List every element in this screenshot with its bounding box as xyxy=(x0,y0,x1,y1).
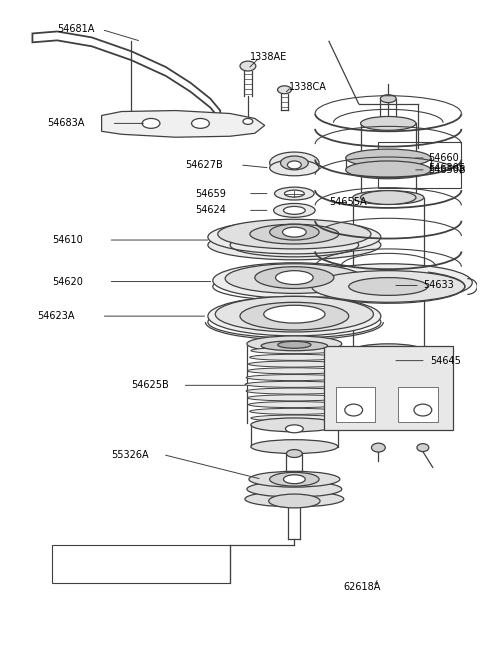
Polygon shape xyxy=(33,31,220,119)
Ellipse shape xyxy=(250,224,339,244)
Text: 54659: 54659 xyxy=(195,188,227,199)
Ellipse shape xyxy=(255,267,334,289)
Ellipse shape xyxy=(247,482,342,497)
Ellipse shape xyxy=(243,119,253,125)
Ellipse shape xyxy=(240,302,349,330)
Ellipse shape xyxy=(288,161,301,169)
Ellipse shape xyxy=(225,264,363,293)
Bar xyxy=(378,142,461,188)
Ellipse shape xyxy=(283,227,306,237)
Ellipse shape xyxy=(250,408,339,415)
Ellipse shape xyxy=(276,271,313,285)
Text: 62618A: 62618A xyxy=(344,582,381,592)
Text: 54645: 54645 xyxy=(430,356,461,365)
Text: 54655A: 54655A xyxy=(329,197,367,207)
Text: 54630S: 54630S xyxy=(428,163,465,173)
Text: 54633: 54633 xyxy=(423,281,454,291)
Ellipse shape xyxy=(277,86,291,94)
Ellipse shape xyxy=(251,415,338,421)
Ellipse shape xyxy=(216,297,373,332)
Ellipse shape xyxy=(270,160,319,176)
Text: 54650B: 54650B xyxy=(428,165,466,175)
Text: 54681A: 54681A xyxy=(57,24,95,35)
Text: 54623A: 54623A xyxy=(37,311,75,321)
Ellipse shape xyxy=(246,375,343,380)
Text: 1338AE: 1338AE xyxy=(250,52,287,62)
Ellipse shape xyxy=(249,361,340,367)
Ellipse shape xyxy=(286,425,303,433)
Ellipse shape xyxy=(240,61,256,71)
Ellipse shape xyxy=(252,422,336,428)
Ellipse shape xyxy=(278,341,311,348)
Ellipse shape xyxy=(349,277,428,295)
Text: 54683A: 54683A xyxy=(47,118,84,129)
Ellipse shape xyxy=(372,443,385,452)
Ellipse shape xyxy=(346,161,431,178)
Ellipse shape xyxy=(417,443,429,451)
Ellipse shape xyxy=(249,471,340,487)
Text: 54620: 54620 xyxy=(52,277,83,287)
Ellipse shape xyxy=(247,395,341,401)
Ellipse shape xyxy=(353,191,424,205)
Ellipse shape xyxy=(245,491,344,507)
Text: 54660: 54660 xyxy=(428,153,458,163)
Text: 54610: 54610 xyxy=(52,235,83,245)
Ellipse shape xyxy=(218,219,371,249)
Ellipse shape xyxy=(251,418,338,432)
Ellipse shape xyxy=(208,297,381,336)
Bar xyxy=(52,545,230,583)
Ellipse shape xyxy=(270,472,319,486)
Ellipse shape xyxy=(284,207,305,215)
Bar xyxy=(398,387,438,422)
Ellipse shape xyxy=(275,187,314,200)
Ellipse shape xyxy=(380,94,396,102)
Ellipse shape xyxy=(353,344,424,358)
Ellipse shape xyxy=(250,354,339,360)
Ellipse shape xyxy=(208,230,381,260)
Ellipse shape xyxy=(249,401,340,407)
Ellipse shape xyxy=(269,494,320,508)
Text: 54624: 54624 xyxy=(195,205,227,215)
Ellipse shape xyxy=(270,152,319,174)
Ellipse shape xyxy=(270,224,319,240)
Ellipse shape xyxy=(142,119,160,129)
Text: 1338CA: 1338CA xyxy=(289,82,327,92)
Ellipse shape xyxy=(261,341,327,351)
Ellipse shape xyxy=(251,440,338,453)
Ellipse shape xyxy=(285,190,304,197)
Ellipse shape xyxy=(346,149,431,167)
Ellipse shape xyxy=(360,191,416,205)
Ellipse shape xyxy=(304,264,472,301)
Polygon shape xyxy=(102,111,264,137)
Ellipse shape xyxy=(208,220,381,254)
Text: 55326A: 55326A xyxy=(111,449,149,459)
Ellipse shape xyxy=(312,271,465,302)
Ellipse shape xyxy=(247,368,341,374)
Ellipse shape xyxy=(284,475,305,483)
Ellipse shape xyxy=(274,203,315,217)
Ellipse shape xyxy=(247,336,342,352)
Ellipse shape xyxy=(246,388,343,394)
Ellipse shape xyxy=(264,305,325,323)
Ellipse shape xyxy=(245,381,344,388)
Ellipse shape xyxy=(287,449,302,457)
Ellipse shape xyxy=(360,117,416,131)
Ellipse shape xyxy=(251,348,338,354)
Bar xyxy=(336,387,375,422)
Text: 54625B: 54625B xyxy=(131,380,169,390)
Ellipse shape xyxy=(414,404,432,416)
Bar xyxy=(324,346,453,430)
Ellipse shape xyxy=(213,263,376,298)
Ellipse shape xyxy=(192,119,209,129)
Ellipse shape xyxy=(280,156,308,170)
Text: 54627B: 54627B xyxy=(186,160,223,170)
Ellipse shape xyxy=(345,404,362,416)
